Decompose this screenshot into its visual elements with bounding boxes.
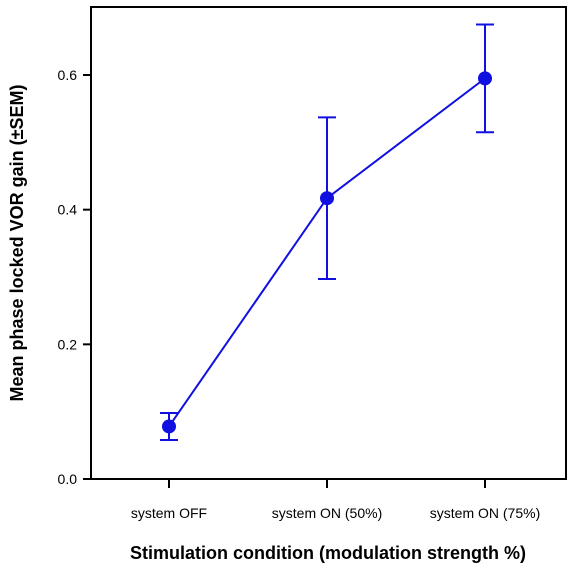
y-axis-title: Mean phase locked VOR gain (±SEM) xyxy=(7,85,27,402)
y-tick-label: 0.2 xyxy=(58,336,78,352)
data-point xyxy=(162,419,176,434)
x-tick-label: system ON (75%) xyxy=(430,505,540,521)
x-axis: system OFF system ON (50%) system ON (75%) xyxy=(131,479,540,521)
data-point xyxy=(478,71,492,86)
y-tick-label: 0.0 xyxy=(58,471,78,487)
y-tick-label: 0.4 xyxy=(58,202,78,218)
x-tick-label: system OFF xyxy=(131,505,207,521)
plot-frame xyxy=(90,6,567,480)
x-axis-title: Stimulation condition (modulation streng… xyxy=(130,543,526,563)
data-point xyxy=(320,191,334,206)
series-layer xyxy=(160,23,494,441)
y-tick-label: 0.6 xyxy=(58,67,78,83)
y-axis: 0.0 0.2 0.4 0.6 xyxy=(58,67,91,487)
x-tick-label: system ON (50%) xyxy=(272,505,382,521)
plot-area-border xyxy=(90,6,567,480)
